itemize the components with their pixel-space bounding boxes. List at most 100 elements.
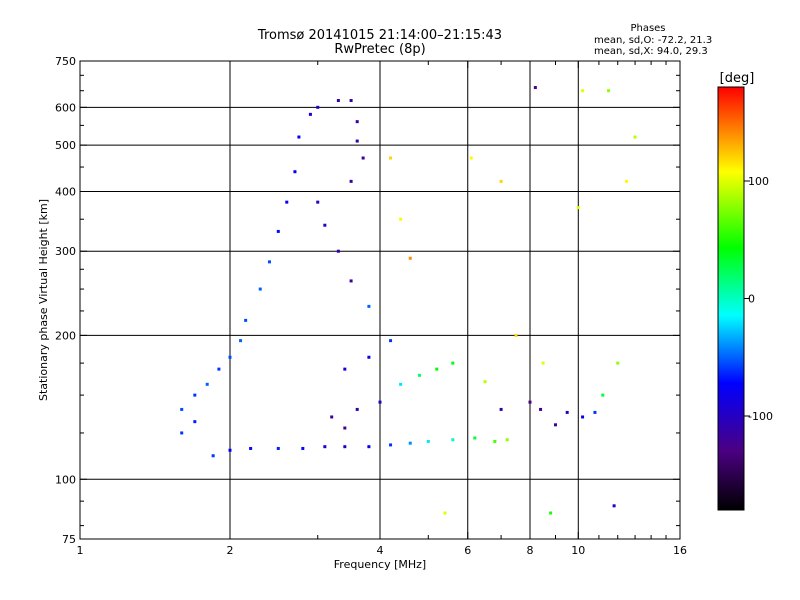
data-point xyxy=(323,223,327,227)
data-point xyxy=(180,407,184,411)
gridlines xyxy=(80,61,680,539)
y-tick-label: 500 xyxy=(55,139,76,152)
data-point xyxy=(499,179,503,183)
data-point xyxy=(349,179,353,183)
x-tick-label: 8 xyxy=(527,544,534,557)
y-tick-label: 400 xyxy=(55,185,76,198)
stats-line-x: mean, sd,X: 94.0, 29.3 xyxy=(594,46,708,57)
x-tick-label: 2 xyxy=(227,544,234,557)
data-point xyxy=(451,438,455,442)
data-point xyxy=(389,339,393,343)
data-point xyxy=(343,367,347,371)
data-point xyxy=(355,407,359,411)
y-tick-label: 200 xyxy=(55,329,76,342)
data-point xyxy=(378,400,382,404)
y-tick-label: 300 xyxy=(55,245,76,258)
x-tick-label: 6 xyxy=(464,544,471,557)
data-point xyxy=(336,249,340,253)
data-point xyxy=(417,373,421,377)
axis-ticks: 1 2 4 6 8 10 16 75 100 200 300 400 500 600 750 xyxy=(55,55,687,557)
data-point xyxy=(267,260,271,264)
y-tick-label: 750 xyxy=(55,55,76,68)
data-point xyxy=(258,287,262,291)
data-point xyxy=(316,200,320,204)
data-point xyxy=(528,400,532,404)
colorbar-ticks: 100 0 -100 xyxy=(744,175,773,423)
stats-line-o: mean, sd,O: -72.2, 21.3 xyxy=(594,35,712,46)
data-point xyxy=(408,256,412,260)
data-point xyxy=(483,380,487,384)
data-point xyxy=(293,170,297,174)
data-point xyxy=(389,156,393,160)
data-point xyxy=(355,120,359,124)
y-tick-label: 100 xyxy=(55,473,76,486)
data-point xyxy=(553,423,557,427)
data-point xyxy=(399,382,403,386)
data-point xyxy=(211,454,215,458)
data-point xyxy=(549,511,553,515)
data-point xyxy=(343,426,347,430)
data-points xyxy=(180,86,637,515)
colorbar-label: [deg] xyxy=(720,71,755,86)
x-tick-label: 4 xyxy=(377,544,384,557)
data-point xyxy=(612,504,616,508)
data-point xyxy=(625,179,629,183)
data-point xyxy=(228,355,232,359)
colorbar-tick-label: -100 xyxy=(748,410,773,423)
data-point xyxy=(316,105,320,109)
data-point xyxy=(533,86,537,90)
data-point xyxy=(593,410,597,414)
data-point xyxy=(514,333,518,337)
data-point xyxy=(539,407,543,411)
data-point xyxy=(473,436,477,440)
y-axis-label: Stationary phase Virtual Height [km] xyxy=(37,199,50,401)
data-point xyxy=(367,355,371,359)
data-point xyxy=(435,367,439,371)
data-point xyxy=(343,445,347,449)
data-point xyxy=(565,410,569,414)
data-point xyxy=(336,99,340,103)
data-point xyxy=(239,339,243,343)
data-point xyxy=(205,382,209,386)
data-point xyxy=(217,367,221,371)
y-tick-label: 75 xyxy=(62,533,76,546)
x-tick-label: 10 xyxy=(571,544,585,557)
data-point xyxy=(349,99,353,103)
data-point xyxy=(451,361,455,365)
colorbar xyxy=(717,86,745,511)
data-point xyxy=(276,229,280,233)
data-point xyxy=(399,217,403,221)
data-point xyxy=(355,139,359,143)
data-point xyxy=(426,439,430,443)
x-tick-label: 1 xyxy=(77,544,84,557)
data-point xyxy=(276,446,280,450)
data-point xyxy=(499,407,503,411)
y-tick-label: 600 xyxy=(55,101,76,114)
data-point xyxy=(228,448,232,452)
data-point xyxy=(607,89,611,93)
data-point xyxy=(180,431,184,435)
data-point xyxy=(633,135,637,139)
data-point xyxy=(493,439,497,443)
colorbar-tick-label: 0 xyxy=(748,293,755,306)
data-point xyxy=(408,441,412,445)
data-point xyxy=(349,279,353,283)
data-point xyxy=(249,446,253,450)
data-point xyxy=(505,438,509,442)
x-tick-label: 16 xyxy=(673,544,687,557)
data-point xyxy=(541,361,545,365)
data-point xyxy=(616,361,620,365)
data-point xyxy=(330,415,334,419)
colorbar-tick-label: 100 xyxy=(748,175,769,188)
chart-title: Tromsø 20141015 21:14:00–21:15:43 xyxy=(257,28,502,43)
x-axis-label: Frequency [MHz] xyxy=(334,558,426,571)
data-point xyxy=(361,156,365,160)
data-point xyxy=(308,112,312,116)
data-point xyxy=(297,135,301,139)
data-point xyxy=(367,445,371,449)
data-point xyxy=(193,393,197,397)
chart-subtitle: RwPretec (8p) xyxy=(334,42,425,57)
data-point xyxy=(367,304,371,308)
data-point xyxy=(581,415,585,419)
